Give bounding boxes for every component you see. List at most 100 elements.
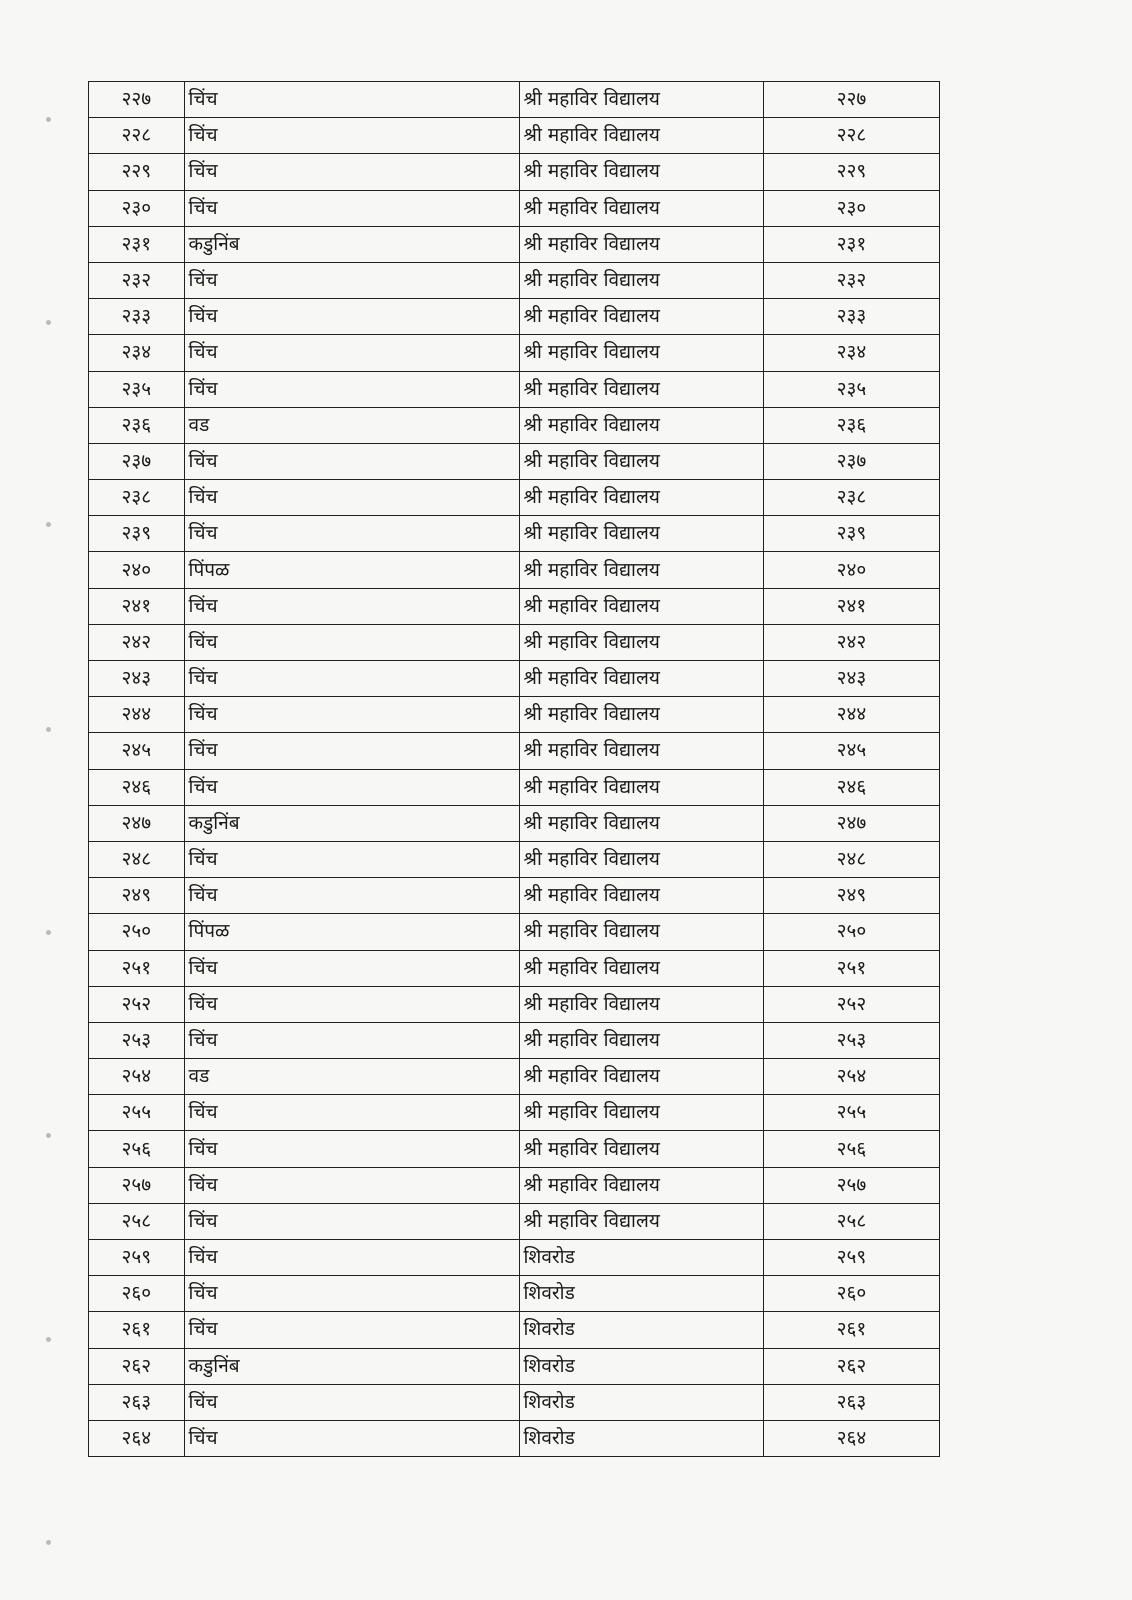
table-row: २६० चिंच शिवरोड २६० — [88, 1275, 941, 1313]
serial-number-cell: २४९ — [88, 877, 185, 915]
tree-number-cell: २३३ — [762, 298, 941, 336]
table-row: २२७ चिंच श्री महाविर विद्यालय २२७ — [88, 80, 941, 119]
location-cell: श्री महाविर विद्यालय — [518, 551, 764, 589]
table-row: २५१ चिंच श्री महाविर विद्यालय २५१ — [88, 949, 941, 987]
tree-name-cell: चिंच — [183, 840, 520, 879]
location-cell: श्री महाविर विद्यालय — [518, 985, 764, 1023]
tree-name-cell: चिंच — [183, 80, 520, 119]
location-cell: श्री महाविर विद्यालय — [518, 442, 764, 481]
serial-number-cell: २३७ — [88, 442, 185, 481]
tree-name-cell: चिंच — [183, 334, 520, 372]
tree-name-cell: चिंच — [183, 1094, 520, 1132]
table-row: २४५ चिंच श्री महाविर विद्यालय २४५ — [88, 732, 941, 770]
tree-name-cell: चिंच — [183, 732, 520, 770]
table-row: २४१ चिंच श्री महाविर विद्यालय २४१ — [88, 587, 941, 625]
tree-number-cell: २३९ — [762, 515, 941, 553]
table-row: २५२ चिंच श्री महाविर विद्यालय २५२ — [88, 985, 941, 1023]
table-row: २६१ चिंच शिवरोड २६१ — [88, 1311, 941, 1349]
tree-number-cell: २५१ — [762, 949, 941, 987]
table-row: २५७ चिंच श्री महाविर विद्यालय २५७ — [88, 1166, 941, 1204]
tree-name-cell: चिंच — [183, 1130, 520, 1168]
punch-hole-mark — [46, 117, 51, 122]
tree-name-cell: चिंच — [183, 1311, 520, 1349]
serial-number-cell: २५४ — [88, 1058, 185, 1096]
location-cell: श्री महाविर विद्यालय — [518, 1094, 764, 1132]
serial-number-cell: २४४ — [88, 696, 185, 734]
tree-number-cell: २६० — [762, 1275, 941, 1313]
table-row: २५४ वड श्री महाविर विद्यालय २५४ — [88, 1058, 941, 1096]
serial-number-cell: २५१ — [88, 949, 185, 987]
tree-number-cell: २५८ — [762, 1202, 941, 1241]
tree-number-cell: २२९ — [762, 153, 941, 191]
tree-name-cell: वड — [183, 406, 520, 444]
table-row: २४० पिंपळ श्री महाविर विद्यालय २४० — [88, 551, 941, 589]
tree-name-cell: चिंच — [183, 515, 520, 553]
tree-name-cell: चिंच — [183, 768, 520, 806]
tree-name-cell: चिंच — [183, 985, 520, 1023]
tree-name-cell: चिंच — [183, 479, 520, 517]
table-row: २३३ चिंच श्री महाविर विद्यालय २३३ — [88, 298, 941, 336]
table-row: २५० पिंपळ श्री महाविर विद्यालय २५० — [88, 913, 941, 951]
tree-number-cell: २५६ — [762, 1130, 941, 1168]
table-row: २४४ चिंच श्री महाविर विद्यालय २४४ — [88, 696, 941, 734]
table-row: २३६ वड श्री महाविर विद्यालय २३६ — [88, 406, 941, 444]
serial-number-cell: २४० — [88, 551, 185, 589]
punch-hole-mark — [46, 1337, 51, 1342]
table-row: २५८ चिंच श्री महाविर विद्यालय २५८ — [88, 1202, 941, 1241]
location-cell: श्री महाविर विद्यालय — [518, 370, 764, 408]
serial-number-cell: २४७ — [88, 804, 185, 842]
tree-name-cell: चिंच — [183, 153, 520, 191]
location-cell: श्री महाविर विद्यालय — [518, 913, 764, 951]
tree-number-cell: २६२ — [762, 1347, 941, 1385]
tree-name-cell: पिंपळ — [183, 913, 520, 951]
table-row: २४७ कडुनिंब श्री महाविर विद्यालय २४७ — [88, 804, 941, 842]
serial-number-cell: २५३ — [88, 1021, 185, 1060]
tree-name-cell: चिंच — [183, 1238, 520, 1277]
serial-number-cell: २३९ — [88, 515, 185, 553]
table-row: २३० चिंच श्री महाविर विद्यालय २३० — [88, 189, 941, 227]
serial-number-cell: २५२ — [88, 985, 185, 1023]
serial-number-cell: २४६ — [88, 768, 185, 806]
serial-number-cell: २५५ — [88, 1094, 185, 1132]
table-row: २५९ चिंच शिवरोड २५९ — [88, 1238, 941, 1277]
table-row: २२९ चिंच श्री महाविर विद्यालय २२९ — [88, 153, 941, 191]
tree-number-cell: २३८ — [762, 479, 941, 517]
table-row: २३८ चिंच श्री महाविर विद्यालय २३८ — [88, 479, 941, 517]
serial-number-cell: २३४ — [88, 334, 185, 372]
punch-hole-mark — [46, 522, 51, 527]
location-cell: शिवरोड — [518, 1311, 764, 1349]
table-row: २६२ कडुनिंब शिवरोड २६२ — [88, 1347, 941, 1385]
tree-number-cell: २४२ — [762, 623, 941, 662]
location-cell: श्री महाविर विद्यालय — [518, 1130, 764, 1168]
location-cell: शिवरोड — [518, 1238, 764, 1277]
tree-name-cell: चिंच — [183, 189, 520, 227]
location-cell: श्री महाविर विद्यालय — [518, 1021, 764, 1060]
location-cell: श्री महाविर विद्यालय — [518, 80, 764, 119]
location-cell: श्री महाविर विद्यालय — [518, 117, 764, 155]
serial-number-cell: २६१ — [88, 1311, 185, 1349]
location-cell: श्री महाविर विद्यालय — [518, 298, 764, 336]
location-cell: श्री महाविर विद्यालय — [518, 1166, 764, 1204]
serial-number-cell: २३६ — [88, 406, 185, 444]
table-row: २५३ चिंच श्री महाविर विद्यालय २५३ — [88, 1021, 941, 1060]
location-cell: श्री महाविर विद्यालय — [518, 804, 764, 842]
table-row: २४९ चिंच श्री महाविर विद्यालय २४९ — [88, 877, 941, 915]
location-cell: शिवरोड — [518, 1347, 764, 1385]
tree-number-cell: २४६ — [762, 768, 941, 806]
punch-hole-mark — [46, 727, 51, 732]
tree-name-cell: चिंच — [183, 587, 520, 625]
serial-number-cell: २३५ — [88, 370, 185, 408]
serial-number-cell: २५८ — [88, 1202, 185, 1241]
serial-number-cell: २४२ — [88, 623, 185, 662]
serial-number-cell: २५९ — [88, 1238, 185, 1277]
punch-hole-mark — [46, 320, 51, 325]
punch-hole-mark — [46, 930, 51, 935]
tree-name-cell: चिंच — [183, 1021, 520, 1060]
serial-number-cell: २२९ — [88, 153, 185, 191]
tree-number-cell: २३६ — [762, 406, 941, 444]
table-row: २६४ चिंच शिवरोड २६४ — [88, 1419, 941, 1458]
tree-number-cell: २२७ — [762, 80, 941, 119]
tree-name-cell: चिंच — [183, 1166, 520, 1204]
tree-name-cell: कडुनिंब — [183, 1347, 520, 1385]
location-cell: शिवरोड — [518, 1383, 764, 1421]
